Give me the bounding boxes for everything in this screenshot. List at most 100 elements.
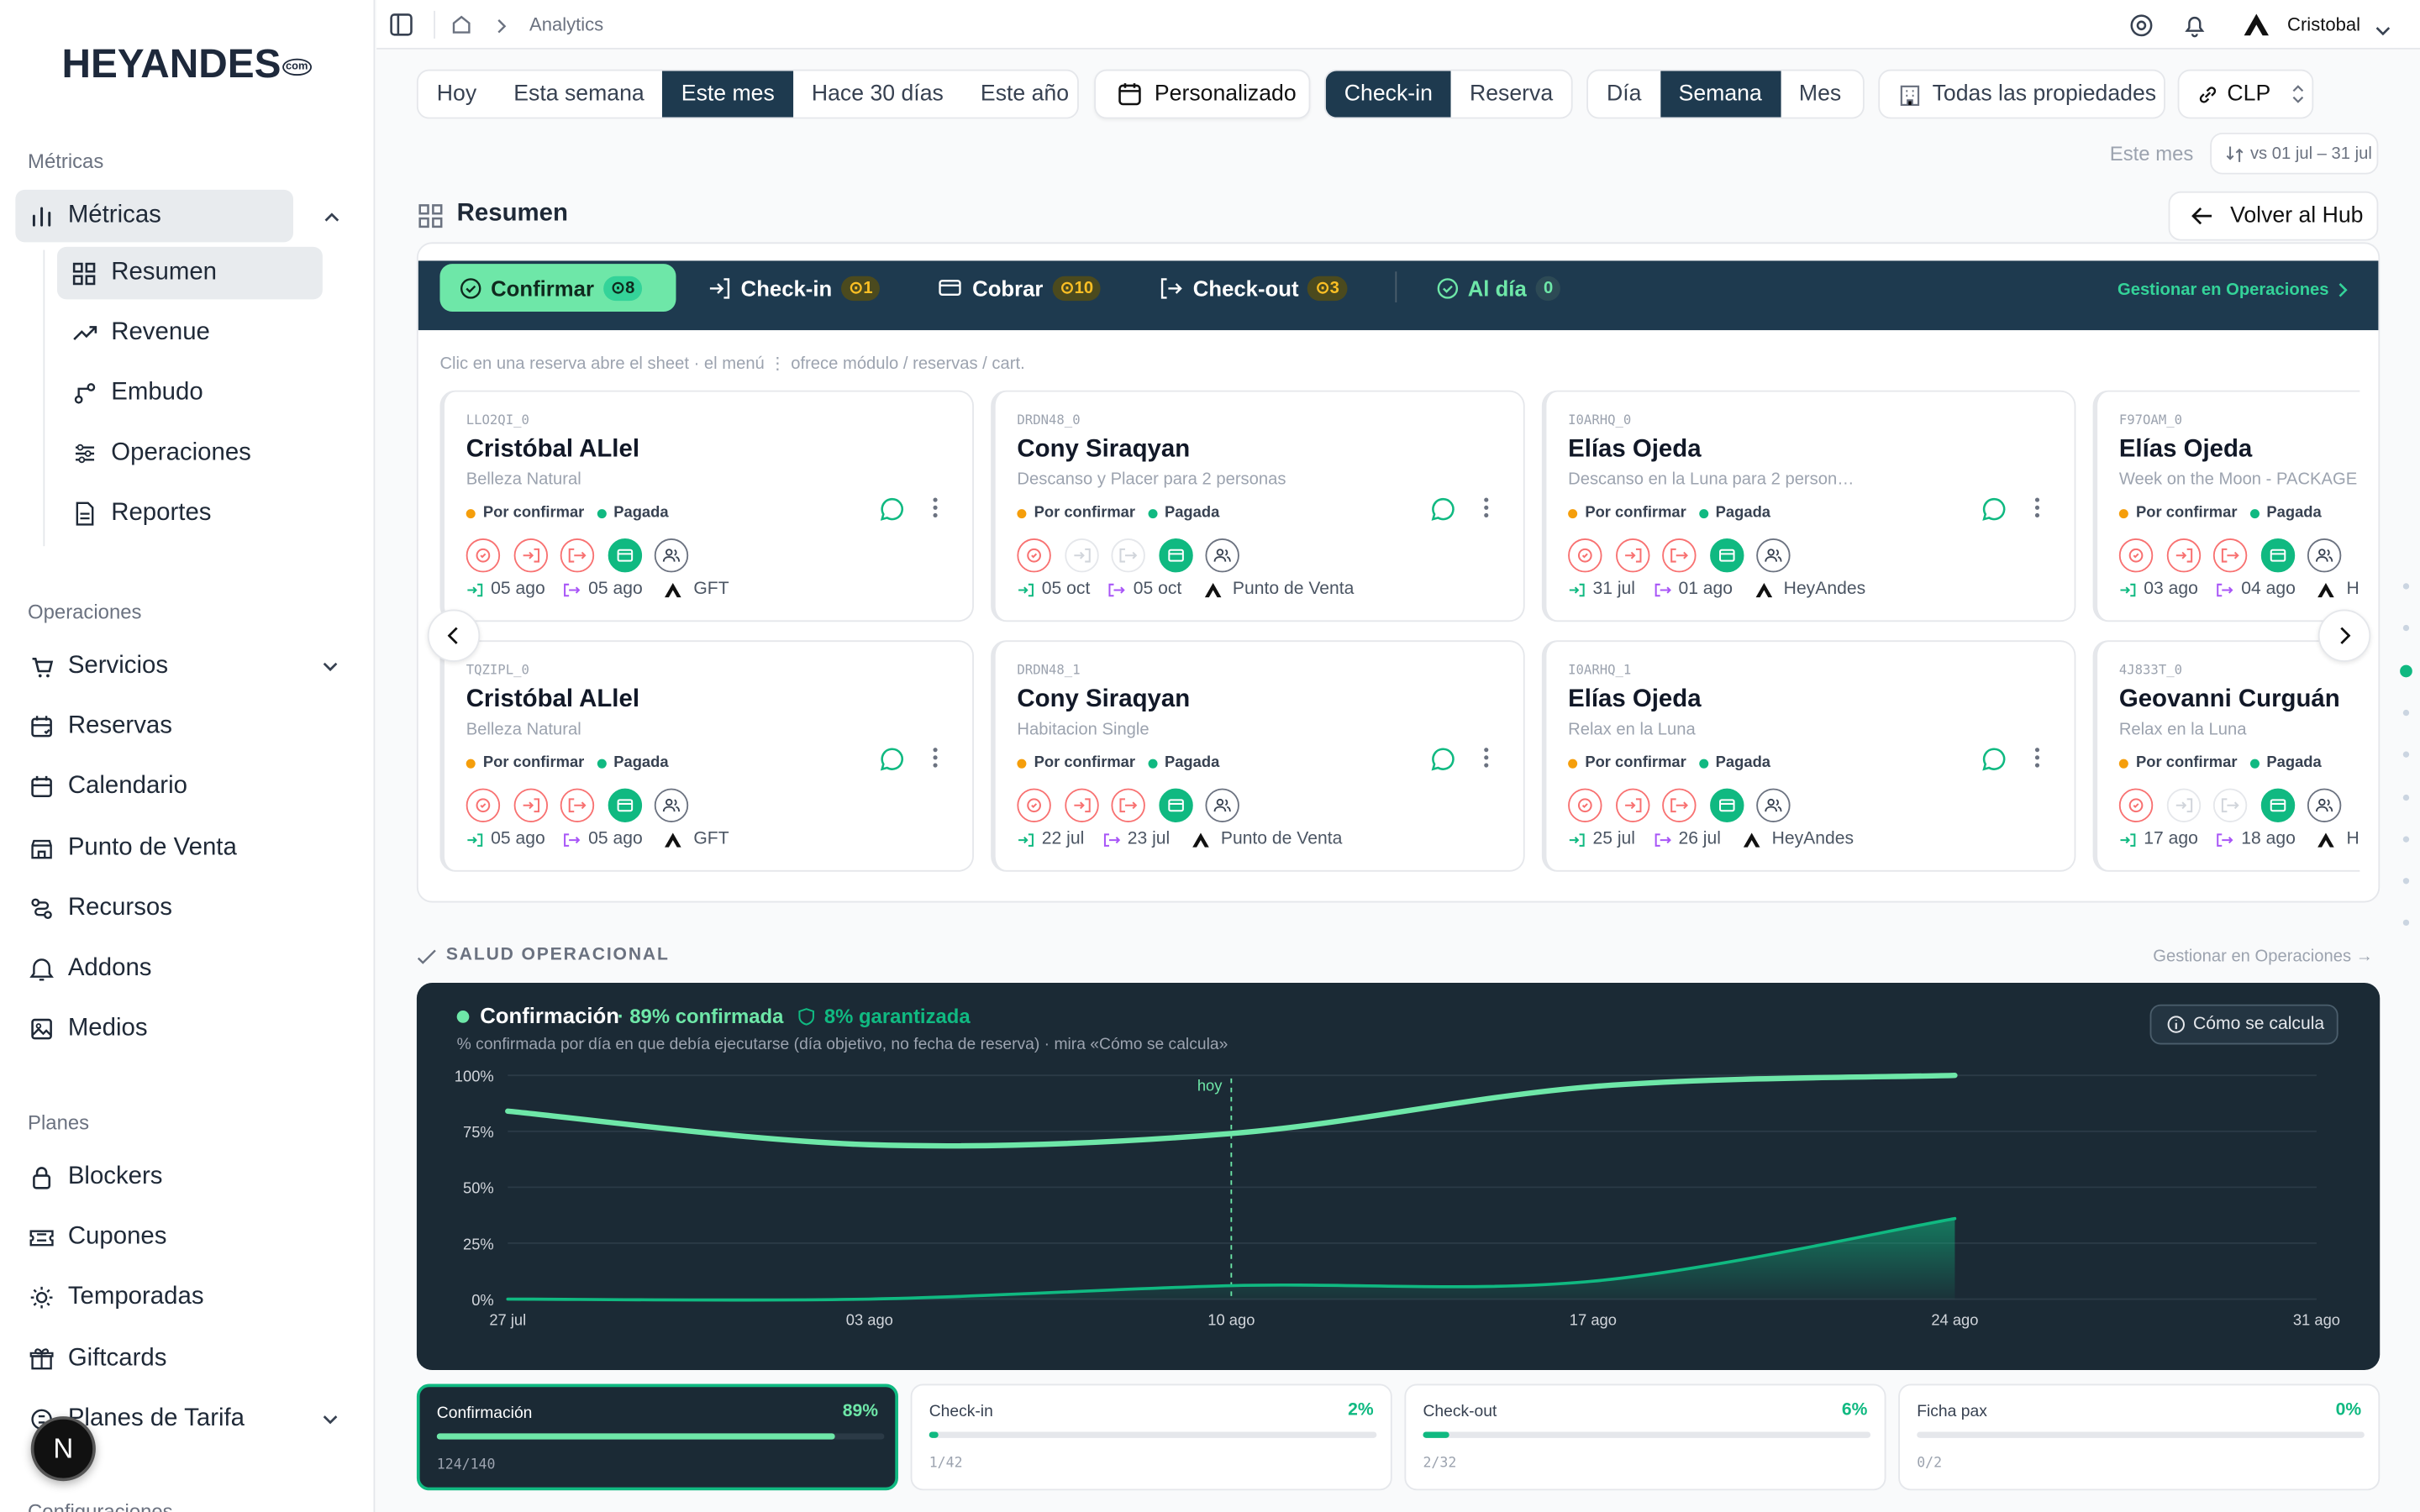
- reservation-card[interactable]: LLO2QI_0 Cristóbal ALlel Belleza Natural Po…: [439, 390, 974, 622]
- whatsapp-icon[interactable]: [1431, 496, 1455, 529]
- checkin-step-icon[interactable]: [1064, 538, 1098, 573]
- payment-step-icon[interactable]: [607, 538, 642, 573]
- payment-step-icon[interactable]: [1158, 788, 1192, 822]
- confirm-step-icon[interactable]: [1017, 788, 1051, 822]
- whatsapp-icon[interactable]: [1981, 747, 2006, 780]
- pager-dot[interactable]: [2402, 836, 2410, 843]
- pager-dot[interactable]: [2402, 920, 2410, 927]
- checkin-step-icon[interactable]: [2165, 788, 2201, 822]
- manage-operations-link[interactable]: Gestionar en Operaciones: [2118, 281, 2349, 299]
- payment-step-icon[interactable]: [2260, 538, 2295, 573]
- user-name[interactable]: Cristobal: [2287, 13, 2361, 36]
- checkout-step-icon[interactable]: [1662, 788, 1697, 822]
- option-semana[interactable]: Semana: [1660, 71, 1781, 118]
- tab-cobrar[interactable]: Cobrar ⊙ 10: [939, 264, 1102, 312]
- option-hoy[interactable]: Hoy: [436, 81, 477, 107]
- checkout-step-icon[interactable]: [1111, 538, 1145, 573]
- avatar[interactable]: N: [30, 1416, 96, 1482]
- chevron-up-icon[interactable]: [323, 207, 341, 234]
- confirm-step-icon[interactable]: [466, 788, 501, 822]
- tab-checkin[interactable]: Check-in ⊙ 1: [708, 264, 881, 312]
- nav-recursos[interactable]: Recursos: [15, 882, 347, 934]
- checkin-step-icon[interactable]: [513, 538, 548, 573]
- chevron-down-icon[interactable]: [321, 656, 339, 684]
- option-dia[interactable]: Día: [1607, 81, 1642, 107]
- confirm-step-icon[interactable]: [1568, 788, 1602, 822]
- confirm-step-icon[interactable]: [466, 538, 501, 573]
- nav-medios[interactable]: Medios: [15, 1003, 347, 1055]
- more-menu-icon[interactable]: [2034, 496, 2040, 526]
- currency-select[interactable]: CLP: [2177, 69, 2314, 119]
- payment-step-icon[interactable]: [2260, 788, 2295, 822]
- nav-punto-de-venta[interactable]: Punto de Venta: [15, 822, 347, 874]
- nav-calendario[interactable]: Calendario: [15, 761, 347, 813]
- tab-checkout[interactable]: Check-out ⊙ 3: [1160, 264, 1348, 312]
- reservation-card[interactable]: DRDN48_1 Cony Siraqyan Habitacion Single Po…: [991, 640, 1525, 872]
- checkout-step-icon[interactable]: [1662, 538, 1697, 573]
- checkout-step-icon[interactable]: [2212, 788, 2248, 822]
- pager-dot[interactable]: [2402, 625, 2410, 632]
- scroll-right-button[interactable]: [2317, 609, 2371, 662]
- sub-item-embudo[interactable]: Embudo: [57, 367, 323, 419]
- guests-step-icon[interactable]: [1756, 788, 1791, 822]
- reservation-card[interactable]: I0ARHQ_0 Elías Ojeda Descanso en la Luna p…: [1541, 390, 2076, 622]
- checkout-step-icon[interactable]: [560, 538, 595, 573]
- more-menu-icon[interactable]: [932, 747, 938, 776]
- option-este-mes[interactable]: Este mes: [662, 71, 793, 118]
- nav-servicios[interactable]: Servicios: [15, 640, 347, 692]
- whatsapp-icon[interactable]: [1431, 747, 1455, 780]
- checkout-step-icon[interactable]: [2212, 538, 2248, 573]
- checkin-step-icon[interactable]: [2165, 538, 2201, 573]
- bell-icon[interactable]: [2182, 13, 2207, 46]
- chevron-down-icon[interactable]: [321, 1409, 339, 1436]
- sub-item-operaciones[interactable]: Operaciones: [57, 428, 323, 480]
- nav-planes-de-tarifa[interactable]: Planes de Tarifa: [15, 1393, 347, 1445]
- option-reserva[interactable]: Reserva: [1469, 81, 1554, 107]
- sub-item-resumen[interactable]: Resumen: [56, 246, 323, 300]
- more-menu-icon[interactable]: [1483, 747, 1489, 776]
- whatsapp-icon[interactable]: [1981, 496, 2006, 529]
- pager-dot[interactable]: [2402, 878, 2410, 885]
- breadcrumb[interactable]: Analytics: [529, 13, 604, 36]
- how-calculated-button[interactable]: Cómo se calcula: [2149, 1004, 2338, 1045]
- health-manage-link[interactable]: Gestionar en Operaciones →: [2153, 947, 2373, 966]
- pager-dot[interactable]: [2402, 751, 2410, 759]
- kpi-card-ficha-pax[interactable]: Ficha pax 0% 0/2: [1898, 1383, 2381, 1491]
- checkout-step-icon[interactable]: [560, 788, 595, 822]
- reservation-card[interactable]: TQZIPL_0 Cristóbal ALlel Belleza Natural Po…: [439, 640, 974, 872]
- more-menu-icon[interactable]: [932, 496, 938, 526]
- option-hace-30-dias[interactable]: Hace 30 días: [811, 81, 944, 107]
- more-menu-icon[interactable]: [2034, 747, 2040, 776]
- logo[interactable]: HEYANDES com: [61, 40, 312, 88]
- confirm-step-icon[interactable]: [2118, 538, 2154, 573]
- checkin-step-icon[interactable]: [513, 788, 548, 822]
- checkin-step-icon[interactable]: [1615, 788, 1649, 822]
- nav-temporadas[interactable]: Temporadas: [15, 1272, 347, 1324]
- back-to-hub-button[interactable]: Volver al Hub: [2168, 191, 2379, 241]
- support-icon[interactable]: [2128, 13, 2154, 46]
- whatsapp-icon[interactable]: [880, 747, 904, 780]
- nav-blockers[interactable]: Blockers: [15, 1151, 347, 1203]
- payment-step-icon[interactable]: [1158, 538, 1192, 573]
- scroll-left-button[interactable]: [427, 609, 481, 662]
- sub-item-reportes[interactable]: Reportes: [57, 487, 323, 539]
- guests-step-icon[interactable]: [1205, 788, 1239, 822]
- custom-range-button[interactable]: Personalizado: [1094, 69, 1311, 119]
- option-check-in[interactable]: Check-in: [1325, 71, 1451, 118]
- option-esta-semana[interactable]: Esta semana: [513, 81, 644, 107]
- checkin-step-icon[interactable]: [1064, 788, 1098, 822]
- guests-step-icon[interactable]: [2307, 538, 2342, 573]
- pager-dot[interactable]: [2402, 709, 2410, 717]
- kpi-card-check-in[interactable]: Check-in 2% 1/42: [910, 1383, 1392, 1491]
- guests-step-icon[interactable]: [2307, 788, 2342, 822]
- chevron-down-icon[interactable]: [2375, 17, 2391, 45]
- kpi-card-confirmacion[interactable]: Confirmación 89% 124/140: [416, 1383, 898, 1491]
- nav-cupones[interactable]: Cupones: [15, 1211, 347, 1263]
- sub-item-revenue[interactable]: Revenue: [57, 307, 323, 360]
- checkin-step-icon[interactable]: [1615, 538, 1649, 573]
- checkout-step-icon[interactable]: [1111, 788, 1145, 822]
- confirm-step-icon[interactable]: [2118, 788, 2154, 822]
- more-menu-icon[interactable]: [1483, 496, 1489, 526]
- reservation-card[interactable]: F97OAM_0 Elías Ojeda Week on the Moon - PA…: [2092, 390, 2360, 622]
- guests-step-icon[interactable]: [654, 788, 689, 822]
